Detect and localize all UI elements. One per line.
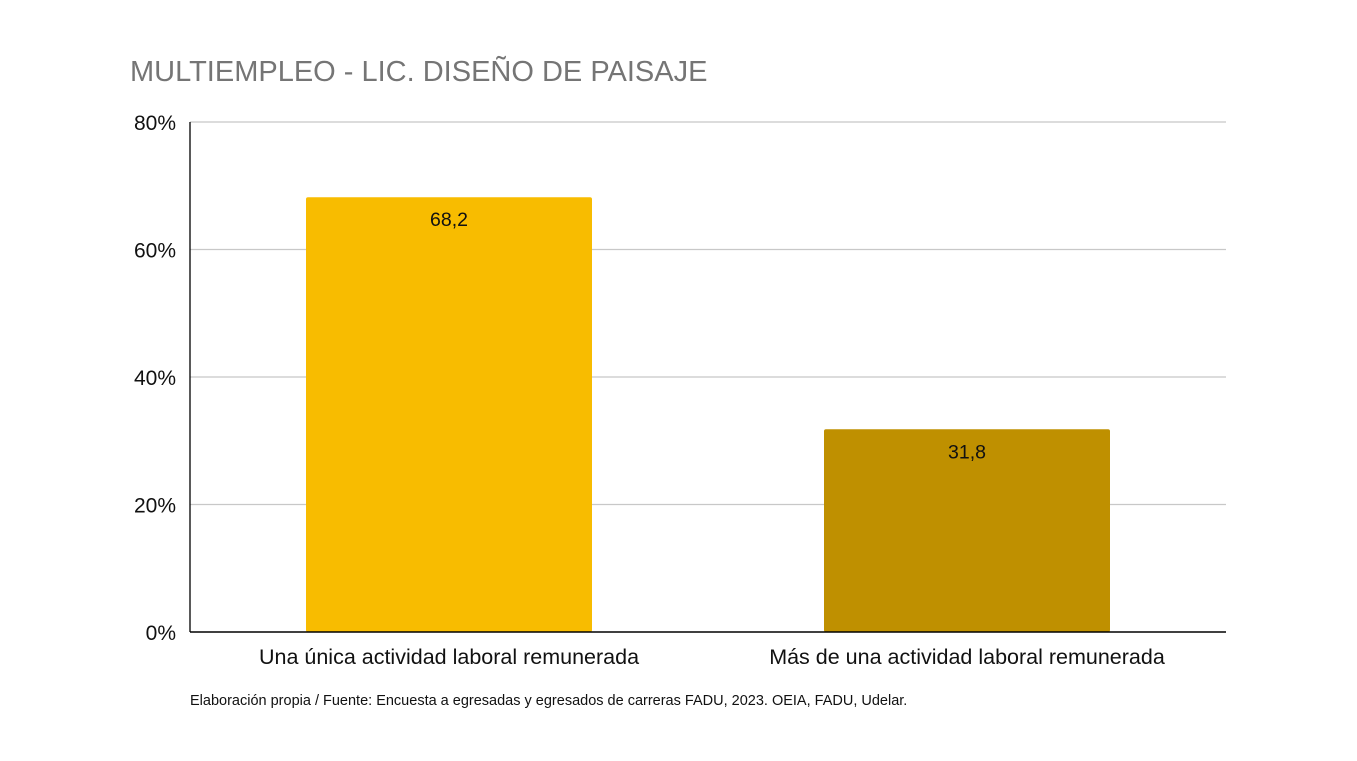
y-tick-label: 20% [134, 495, 176, 518]
bars [306, 197, 1110, 632]
bar [306, 197, 592, 632]
category-label: Una única actividad laboral remunerada [259, 645, 639, 669]
category-label: Más de una actividad laboral remunerada [769, 645, 1165, 669]
x-axis-categories: Una única actividad laboral remunerada Má… [259, 645, 1165, 669]
y-tick-label: 0% [146, 622, 176, 645]
y-axis-ticks: 0% 20% 40% 60% 80% [134, 112, 176, 645]
data-labels: 68,2 31,8 [430, 209, 986, 463]
source-note: Elaboración propia / Fuente: Encuesta a … [190, 693, 907, 709]
data-label: 68,2 [430, 209, 468, 231]
bar [824, 429, 1110, 632]
y-tick-label: 80% [134, 112, 176, 135]
axes [189, 122, 1226, 633]
y-tick-label: 60% [134, 240, 176, 263]
data-label: 31,8 [948, 441, 986, 463]
y-tick-label: 40% [134, 367, 176, 390]
chart-title: MULTIEMPLEO - LIC. DISEÑO DE PAISAJE [130, 54, 707, 88]
